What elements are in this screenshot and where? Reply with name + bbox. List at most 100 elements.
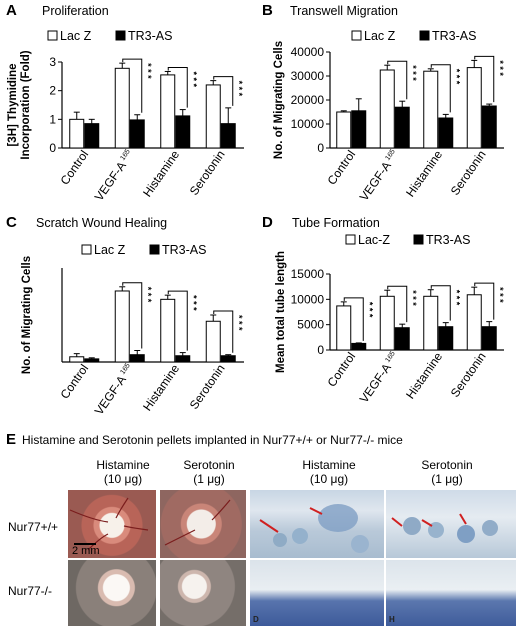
- significance-bracket: [213, 76, 234, 106]
- significance-bracket: [343, 297, 364, 341]
- y-tick-label: 5000: [297, 318, 324, 332]
- y-tick-label: 0: [49, 141, 56, 155]
- significance-marker: * * *: [451, 290, 461, 306]
- panel-letter-b: B: [262, 2, 273, 19]
- tissue-overlay: [259, 504, 369, 553]
- significance-marker: * * *: [234, 315, 244, 331]
- corner-letter-d: D: [253, 615, 259, 624]
- significance-bracket: [430, 64, 451, 113]
- significance-marker: * * *: [143, 287, 153, 303]
- significance-bracket: [387, 60, 408, 100]
- bar: [481, 105, 497, 149]
- histology-serotonin-ko: H: [386, 560, 516, 626]
- pellet-photo-histamine-wt: [68, 490, 156, 558]
- category-label: Serotonin: [448, 350, 489, 400]
- category-label: Histamine: [140, 361, 182, 413]
- histology-histamine-ko: D: [250, 560, 384, 626]
- bar: [160, 74, 176, 149]
- category-label: VEGF-A 165: [92, 148, 137, 204]
- category-label: Histamine: [403, 147, 445, 199]
- bar: [205, 320, 221, 363]
- bar: [423, 295, 439, 351]
- panel-letter-d: D: [262, 214, 273, 231]
- category-label: VEGF-A 165: [357, 350, 402, 406]
- legend-label: TR3-AS: [432, 29, 476, 43]
- bar: [205, 84, 221, 149]
- y-tick-label: 40000: [291, 45, 325, 59]
- panel-letter-e: E: [6, 431, 17, 448]
- category-label: Serotonin: [187, 148, 228, 198]
- significance-bracket: [213, 310, 234, 353]
- significance-bracket: [474, 55, 495, 103]
- bar: [69, 356, 85, 363]
- category-label: Histamine: [403, 349, 445, 401]
- significance-marker: * * *: [188, 295, 198, 311]
- bar: [481, 326, 497, 351]
- pellet-photo-histamine-ko: [68, 560, 156, 626]
- bar: [69, 118, 85, 149]
- panel-title-d: Tube Formation: [292, 216, 380, 230]
- y-tick-label: 2: [49, 84, 56, 98]
- panel-letter-c: C: [6, 214, 17, 231]
- significance-marker: * * *: [364, 302, 374, 318]
- legend-label: Lac Z: [364, 29, 396, 43]
- legend-label: Lac Z: [94, 243, 126, 257]
- bar: [466, 67, 482, 149]
- significance-marker: * * *: [451, 69, 461, 85]
- corner-letter-h: H: [389, 615, 395, 624]
- y-tick-label: 3: [49, 55, 56, 69]
- significance-bracket: [167, 290, 188, 351]
- bar: [379, 295, 395, 351]
- chart-scratch-wound-healing: No. of Migrating Cells Control * * * VEGF-A…: [21, 243, 244, 417]
- y-axis-label: No. of Migrating Cells: [21, 256, 33, 374]
- legend-label: TR3-AS: [128, 29, 172, 43]
- y-tick-label: 15000: [291, 267, 325, 281]
- pellet-photo-serotonin-wt: [160, 490, 246, 558]
- significance-bracket: [430, 285, 451, 321]
- y-axis-label: Mean total tube length: [275, 251, 287, 373]
- bar: [175, 355, 191, 363]
- y-tick-label: 20000: [291, 93, 325, 107]
- y-tick-label: 0: [317, 343, 324, 357]
- scalebar: [74, 543, 96, 545]
- y-tick-label: 10000: [291, 117, 325, 131]
- legend-swatch: [413, 234, 424, 245]
- y-tick-label: 30000: [291, 69, 325, 83]
- significance-bracket: [474, 282, 495, 320]
- bar: [220, 355, 236, 363]
- category-label: Control: [325, 148, 359, 188]
- category-label: VEGF-A 165: [357, 148, 402, 204]
- significance-marker: * * *: [408, 65, 418, 81]
- category-label: Serotonin: [187, 362, 228, 412]
- legend-swatch: [81, 244, 92, 255]
- legend-label: Lac Z: [60, 29, 92, 43]
- bar: [423, 70, 439, 149]
- bar: [466, 294, 482, 351]
- significance-bracket: [167, 66, 188, 108]
- bar: [160, 298, 176, 363]
- histology-histamine-wt: [250, 490, 384, 558]
- bar: [336, 111, 352, 149]
- y-axis-label: No. of Migrating Cells: [273, 41, 285, 159]
- col-header-serotonin-2: Serotonin (1 μg): [421, 458, 473, 486]
- bar: [114, 290, 130, 363]
- vessel-overlay: [69, 497, 149, 551]
- legend-swatch: [47, 30, 58, 41]
- legend-swatch: [345, 234, 356, 245]
- bar: [175, 115, 191, 149]
- legend-swatch: [115, 30, 126, 41]
- bar: [379, 69, 395, 149]
- row-header-nur77-ko: Nur77-/-: [8, 584, 53, 598]
- scalebar-label: 2 mm: [72, 545, 100, 557]
- legend-label: Lac-Z: [358, 234, 390, 247]
- row-header-nur77-wt: Nur77+/+: [8, 520, 59, 534]
- significance-marker: * * *: [495, 60, 505, 76]
- legend-label: TR3-AS: [426, 234, 470, 247]
- bar: [394, 327, 410, 351]
- chart-transwell-migration: 0 10000 20000 30000 40000 No. of Migrating Ce…: [273, 29, 505, 204]
- chart-tube-formation: 0 5000 10000 15000 Mean total tube length * *…: [275, 234, 505, 406]
- panel-title-e: Histamine and Serotonin pellets implante…: [22, 433, 403, 447]
- legend-swatch: [419, 30, 430, 41]
- bar: [129, 354, 145, 363]
- y-tick-label: 1: [49, 112, 56, 126]
